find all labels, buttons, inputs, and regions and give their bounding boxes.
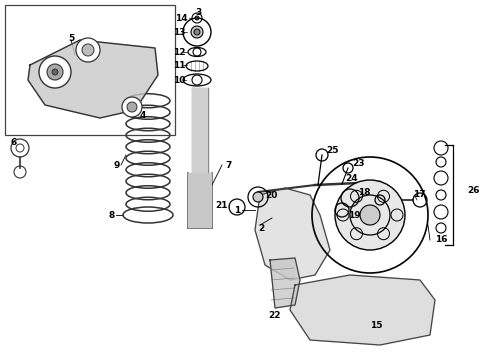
Text: 15: 15	[370, 320, 383, 329]
Text: 20: 20	[265, 190, 277, 199]
Text: 17: 17	[413, 189, 426, 198]
Text: 18: 18	[358, 188, 370, 197]
Text: 2: 2	[258, 224, 264, 233]
Text: 3: 3	[195, 8, 201, 17]
Text: 14: 14	[175, 14, 188, 23]
Circle shape	[82, 44, 94, 56]
Text: 12: 12	[173, 48, 186, 57]
Polygon shape	[290, 275, 435, 345]
Polygon shape	[255, 188, 330, 280]
Circle shape	[195, 16, 199, 20]
Circle shape	[122, 97, 142, 117]
Text: 23: 23	[352, 158, 365, 167]
Circle shape	[47, 64, 63, 80]
Text: 24: 24	[345, 174, 358, 183]
Text: 19: 19	[348, 211, 361, 220]
Polygon shape	[270, 258, 300, 308]
Circle shape	[39, 56, 71, 88]
Text: 6: 6	[10, 138, 16, 147]
Text: 5: 5	[68, 33, 74, 42]
Circle shape	[253, 192, 263, 202]
Circle shape	[127, 102, 137, 112]
Circle shape	[76, 38, 100, 62]
Circle shape	[52, 69, 58, 75]
Circle shape	[360, 205, 380, 225]
Polygon shape	[28, 40, 158, 118]
Circle shape	[194, 29, 200, 35]
Text: 16: 16	[435, 235, 447, 244]
Text: 11: 11	[173, 60, 186, 69]
Text: 26: 26	[467, 185, 480, 194]
Text: 22: 22	[268, 310, 280, 320]
Text: 25: 25	[326, 145, 339, 154]
Circle shape	[335, 180, 405, 250]
Text: 1: 1	[234, 206, 240, 215]
Circle shape	[191, 26, 203, 38]
Text: 21: 21	[216, 201, 228, 210]
Text: 4: 4	[140, 111, 147, 120]
Text: 7: 7	[225, 161, 231, 170]
Bar	[5, 5, 175, 135]
Text: 9: 9	[114, 161, 120, 170]
Text: 10: 10	[172, 76, 185, 85]
Bar	[188, 173, 212, 228]
Text: 8: 8	[109, 211, 115, 220]
Bar	[192, 88, 208, 173]
Text: 13: 13	[173, 27, 186, 36]
